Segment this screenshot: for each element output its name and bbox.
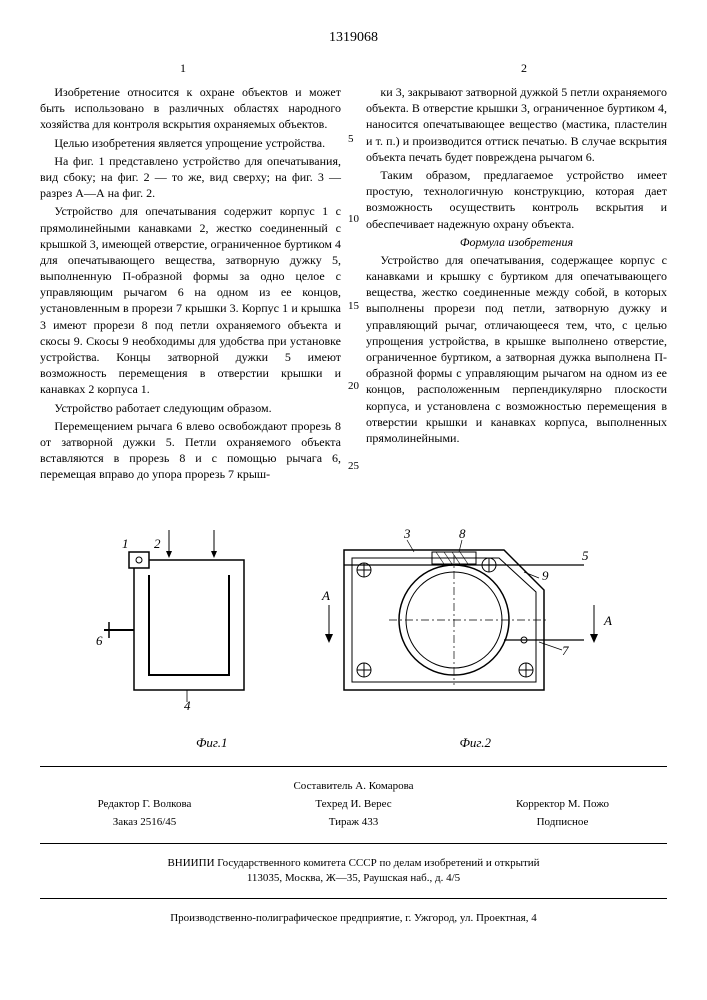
footer-divider-2 xyxy=(40,843,667,844)
footer-corrector: Корректор М. Пожо xyxy=(458,797,667,812)
footer-compiler: Составитель А. Комарова xyxy=(40,779,667,794)
footer-order: Заказ 2516/45 xyxy=(40,815,249,830)
footer-podpisnoe: Подписное xyxy=(458,815,667,830)
fig2-label-A-left: A xyxy=(321,588,330,603)
footer-tirazh: Тираж 433 xyxy=(249,815,458,830)
footer-address1: 113035, Москва, Ж—35, Раушская наб., д. … xyxy=(40,871,667,886)
line-num-10: 10 xyxy=(348,212,359,227)
left-p5: Устройство работает следующим образом. xyxy=(40,400,341,416)
footer-block: Составитель А. Комарова Редактор Г. Волк… xyxy=(40,779,667,927)
figures-block: 1 2 6 4 xyxy=(40,510,667,751)
fig1-label-2: 2 xyxy=(154,536,161,551)
right-p1: ки 3, закрывают затворной дужкой 5 петли… xyxy=(366,84,667,165)
left-p6: Перемещением рычага 6 влево освобождают … xyxy=(40,418,341,483)
left-p3: На фиг. 1 представлено устройство для оп… xyxy=(40,153,341,202)
line-num-20: 20 xyxy=(348,379,359,394)
footer-address2: Производственно-полиграфическое предприя… xyxy=(40,911,667,926)
fig2-label-A-right: A xyxy=(603,613,612,628)
fig1-caption: Фиг.1 xyxy=(196,735,228,751)
footer-editor: Редактор Г. Волкова xyxy=(40,797,249,812)
fig1-label-4: 4 xyxy=(184,698,191,713)
fig1-label-1: 1 xyxy=(122,536,129,551)
col-marker-right: 2 xyxy=(521,61,527,76)
right-p3: Устройство для опечатывания, содержащее … xyxy=(366,252,667,446)
left-p2: Целью изобретения является упрощение уст… xyxy=(40,135,341,151)
footer-credits-row: Редактор Г. Волкова Техред И. Верес Корр… xyxy=(40,797,667,812)
footer-order-row: Заказ 2516/45 Тираж 433 Подписное xyxy=(40,815,667,830)
fig2-label-9: 9 xyxy=(542,568,549,583)
left-p1: Изобретение относится к охране объектов … xyxy=(40,84,341,133)
fig2-caption: Фиг.2 xyxy=(459,735,491,751)
fig2-label-7: 7 xyxy=(562,643,569,658)
column-markers: 1 2 xyxy=(40,61,667,76)
document-number: 1319068 xyxy=(40,30,667,46)
fig1-group: 1 2 6 4 xyxy=(96,530,244,713)
right-column: 5 10 15 20 25 ки 3, закрывают затворной … xyxy=(366,84,667,485)
footer-divider-1 xyxy=(40,766,667,767)
formula-title: Формула изобретения xyxy=(366,234,667,250)
technical-drawing: 1 2 6 4 xyxy=(74,510,634,730)
fig2-group: 3 8 5 9 7 A A xyxy=(321,526,612,690)
fig1-label-6: 6 xyxy=(96,633,103,648)
right-p2: Таким образом, предлагаемое устройство и… xyxy=(366,167,667,232)
fig2-label-3: 3 xyxy=(403,526,411,541)
left-column: Изобретение относится к охране объектов … xyxy=(40,84,341,485)
line-num-25: 25 xyxy=(348,459,359,474)
left-p4: Устройство для опечатывания содержит кор… xyxy=(40,203,341,397)
fig2-label-5: 5 xyxy=(582,548,589,563)
fig2-label-8: 8 xyxy=(459,526,466,541)
text-columns: Изобретение относится к охране объектов … xyxy=(40,84,667,485)
footer-org: ВНИИПИ Государственного комитета СССР по… xyxy=(40,856,667,871)
footer-techred: Техред И. Верес xyxy=(249,797,458,812)
col-marker-left: 1 xyxy=(180,61,186,76)
footer-divider-3 xyxy=(40,898,667,899)
line-num-5: 5 xyxy=(348,132,354,147)
line-num-15: 15 xyxy=(348,299,359,314)
